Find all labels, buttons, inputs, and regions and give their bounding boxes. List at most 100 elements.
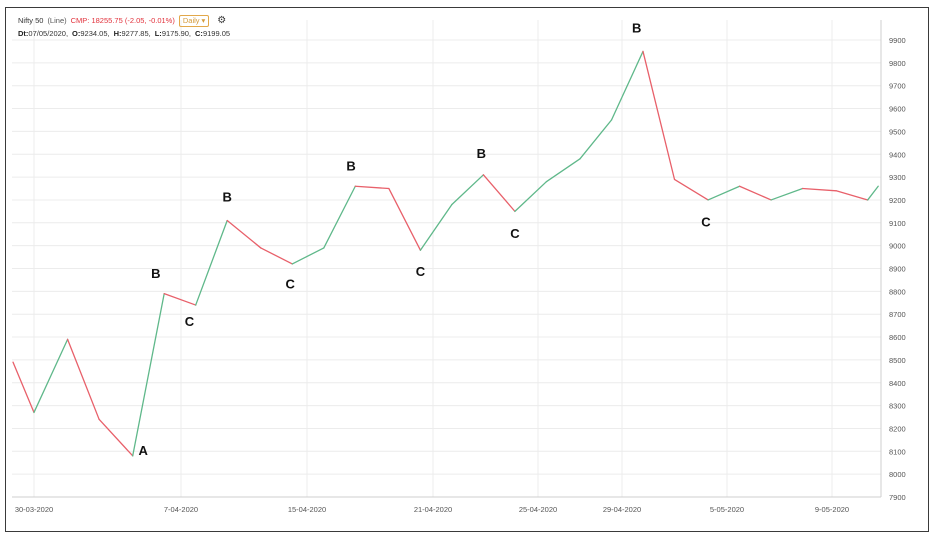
y-axis: 7900 8000 8100 8200 8300 8400 8500 8600 8700 8800… xyxy=(880,20,906,502)
data-point[interactable] xyxy=(876,184,881,189)
interval-value: Daily xyxy=(182,15,200,25)
data-point[interactable] xyxy=(32,410,37,415)
line-segment-up[interactable] xyxy=(707,185,741,201)
data-point[interactable] xyxy=(800,186,805,191)
wave-label-b: B xyxy=(632,20,641,35)
x-tick-label: 5-05-2020 xyxy=(710,505,744,514)
line-segment-up[interactable] xyxy=(195,219,228,306)
wave-label-c: C xyxy=(510,226,520,241)
y-tick-label: 7900 xyxy=(889,493,906,502)
wave-label-a: A xyxy=(139,443,149,458)
line-segment-up[interactable] xyxy=(291,247,325,265)
date-value: 07/05/2020, xyxy=(28,29,69,38)
line-segment-down[interactable] xyxy=(738,185,772,201)
data-point[interactable] xyxy=(737,184,742,189)
line-segment-up[interactable] xyxy=(514,181,548,213)
line-segment-down[interactable] xyxy=(260,247,293,265)
line-segment-up[interactable] xyxy=(867,185,879,201)
data-point[interactable] xyxy=(578,156,583,161)
line-segment-down[interactable] xyxy=(673,178,709,201)
line-segment-down[interactable] xyxy=(12,361,35,414)
line-segment-up[interactable] xyxy=(419,203,453,251)
line-segment-down[interactable] xyxy=(66,338,100,420)
line-segment-up[interactable] xyxy=(545,158,581,183)
x-tick-label: 29-04-2020 xyxy=(603,505,641,514)
wave-label-b: B xyxy=(151,266,160,281)
data-point[interactable] xyxy=(130,453,135,458)
data-point[interactable] xyxy=(353,184,358,189)
data-point[interactable] xyxy=(706,197,711,202)
data-point[interactable] xyxy=(512,209,517,214)
wave-label-c: C xyxy=(416,264,426,279)
data-point[interactable] xyxy=(865,197,870,202)
y-tick-label: 9700 xyxy=(889,82,906,91)
y-tick-label: 8300 xyxy=(889,402,906,411)
line-segment-down[interactable] xyxy=(354,185,390,190)
x-tick-label: 15-04-2020 xyxy=(288,505,326,514)
y-tick-label: 9000 xyxy=(889,242,906,251)
line-segment-down[interactable] xyxy=(226,219,262,249)
y-tick-label: 9100 xyxy=(889,219,906,228)
line-segment-up[interactable] xyxy=(323,185,356,249)
data-point[interactable] xyxy=(290,261,295,266)
chart-frame xyxy=(5,7,929,532)
data-point[interactable] xyxy=(609,117,614,122)
ohlc-readout: Dt:07/05/2020, O:9234.05, H:9277.85, L:9… xyxy=(18,27,230,40)
line-segment-down[interactable] xyxy=(835,190,869,201)
line-segment-down[interactable] xyxy=(388,187,422,251)
price-line[interactable] xyxy=(11,49,881,458)
y-tick-label: 9300 xyxy=(889,173,906,182)
data-point[interactable] xyxy=(834,188,839,193)
wave-label-c: C xyxy=(286,276,296,291)
line-segment-up[interactable] xyxy=(132,292,165,457)
wave-annotations: A B C B C B C B C B C xyxy=(139,20,712,458)
grid-lines xyxy=(12,20,881,498)
line-segment-down[interactable] xyxy=(482,174,516,213)
line-segment-up[interactable] xyxy=(579,119,613,160)
line-segment-up[interactable] xyxy=(451,174,485,206)
line-segment-up[interactable] xyxy=(610,50,644,121)
data-point[interactable] xyxy=(641,49,646,54)
data-point[interactable] xyxy=(11,360,16,365)
data-point[interactable] xyxy=(225,218,230,223)
y-tick-label: 8800 xyxy=(889,287,906,296)
gear-icon[interactable]: ⚙ xyxy=(217,15,227,26)
y-tick-label: 8200 xyxy=(889,424,906,433)
close-label: C: xyxy=(195,29,203,38)
line-segment-down[interactable] xyxy=(801,187,837,192)
x-tick-label: 7-04-2020 xyxy=(164,505,198,514)
x-tick-label: 9-05-2020 xyxy=(815,505,849,514)
data-point[interactable] xyxy=(321,245,326,250)
data-point[interactable] xyxy=(162,291,167,296)
data-point[interactable] xyxy=(544,179,549,184)
chevron-down-icon: ▾ xyxy=(201,15,206,25)
data-point[interactable] xyxy=(97,417,102,422)
y-tick-label: 8900 xyxy=(889,265,906,274)
data-point[interactable] xyxy=(193,303,198,308)
y-tick-label: 8600 xyxy=(889,333,906,342)
data-point[interactable] xyxy=(258,245,263,250)
data-point[interactable] xyxy=(65,337,70,342)
y-tick-label: 9600 xyxy=(889,105,906,114)
data-point[interactable] xyxy=(386,186,391,191)
data-point[interactable] xyxy=(672,177,677,182)
line-segment-down[interactable] xyxy=(642,50,676,181)
high-label: H: xyxy=(113,29,122,38)
data-point[interactable] xyxy=(418,248,423,253)
high-value: 9277.85, xyxy=(121,29,151,38)
current-market-price: CMP: 18255.75 (-2.05, -0.01%) xyxy=(70,16,175,25)
line-segment-up[interactable] xyxy=(770,187,804,201)
line-segment-down[interactable] xyxy=(163,292,197,306)
data-point[interactable] xyxy=(481,172,486,177)
interval-dropdown[interactable]: Daily ▾ xyxy=(178,14,210,27)
data-point[interactable] xyxy=(449,202,454,207)
y-tick-label: 9500 xyxy=(889,127,906,136)
wave-label-b: B xyxy=(477,146,486,161)
y-tick-label: 8000 xyxy=(889,470,906,479)
line-segment-down[interactable] xyxy=(98,418,134,457)
data-point[interactable] xyxy=(769,197,774,202)
y-tick-label: 8400 xyxy=(889,379,906,388)
x-tick-label: 30-03-2020 xyxy=(15,505,53,514)
line-segment-up[interactable] xyxy=(33,338,69,414)
